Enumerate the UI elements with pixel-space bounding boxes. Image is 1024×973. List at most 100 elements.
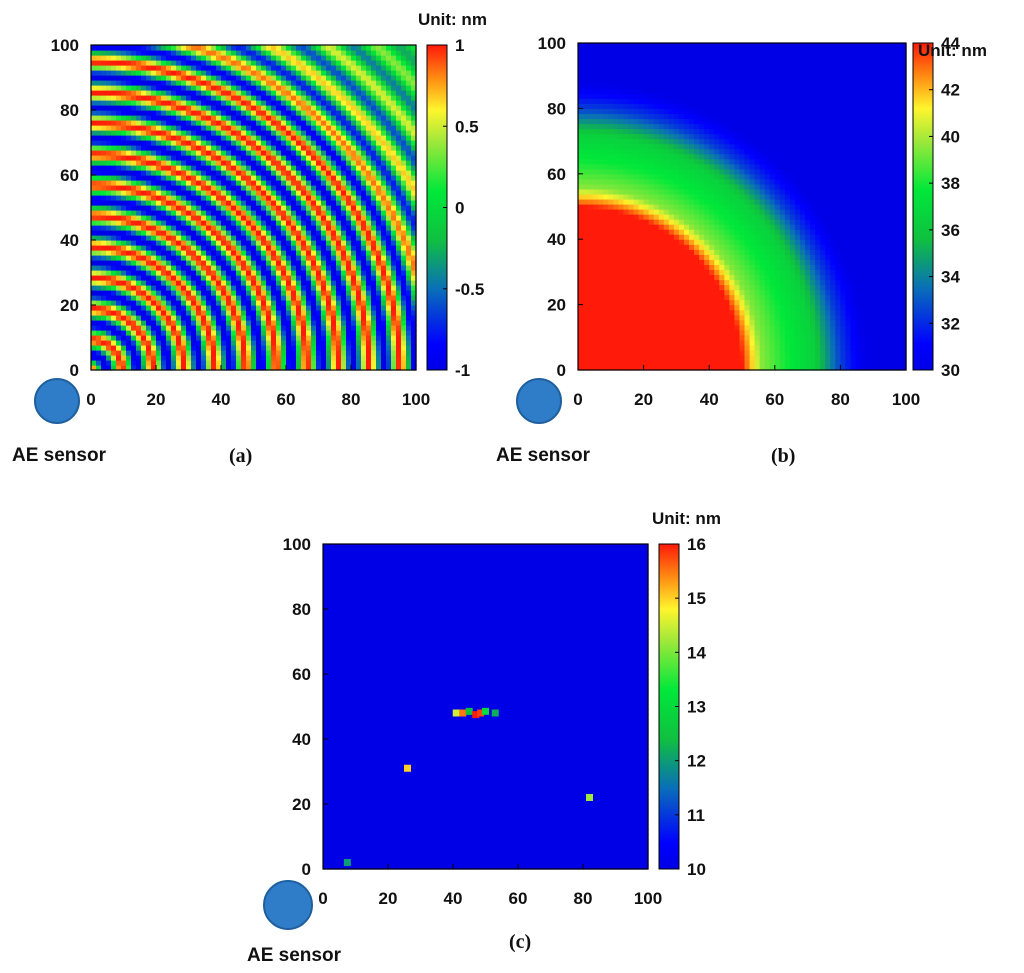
heatmap-cell [196,260,202,266]
heatmap-cell [583,123,589,130]
heatmap-cell [276,270,282,276]
heatmap-cell [316,125,322,131]
heatmap-cell [211,255,217,261]
heatmap-cell [291,90,297,96]
heatmap-cell [191,155,197,161]
heatmap-cell [371,55,377,61]
heatmap-cell [628,304,635,311]
heatmap-cell [276,125,282,131]
heatmap-cell [211,320,217,326]
heatmap-cell [141,275,147,281]
heatmap-cell [296,90,302,96]
heatmap-cell [593,173,599,180]
x-tick-label: 40 [212,390,231,409]
heatmap-cell [286,170,292,176]
heatmap-cell [211,365,217,371]
heatmap-cell [236,260,242,266]
heatmap-cell [346,235,352,241]
heatmap-cell [341,205,347,211]
heatmap-cell [171,130,177,136]
heatmap-cell [341,365,347,371]
heatmap-cell [608,324,614,331]
heatmap-cell [613,359,619,366]
heatmap-cell [341,170,347,176]
heatmap-cell [291,305,297,311]
heatmap-cell [91,265,97,271]
heatmap-cell [311,210,317,216]
heatmap-cell [101,225,107,231]
heatmap-cell [593,78,599,84]
heatmap-cell [588,128,594,135]
heatmap-cell [236,305,242,311]
heatmap-cell [141,220,147,226]
heatmap-cell [111,310,117,316]
heatmap-cell [406,285,412,291]
heatmap-cell [101,250,107,256]
heatmap-cell [381,215,387,221]
heatmap-cell [126,360,132,366]
heatmap-cell [341,350,347,356]
heatmap-cell [396,125,402,131]
heatmap-cell [246,290,252,296]
heatmap-cell [211,270,217,276]
heatmap-cell [231,140,237,146]
heatmap-cell [608,48,614,54]
heatmap-cell [376,130,382,136]
heatmap-cell [401,135,407,141]
heatmap-cell [91,295,97,301]
heatmap-cell [371,110,377,116]
heatmap-cell [216,300,222,306]
heatmap-cell [141,45,147,51]
heatmap-cell [371,100,377,106]
heatmap-cell [331,55,337,61]
heatmap-cell [608,354,614,361]
heatmap-cell [371,335,377,341]
heatmap-cell [316,285,322,291]
heatmap-cell [201,165,207,171]
heatmap-cell [231,150,237,156]
heatmap-cell [211,295,217,301]
heatmap-cell [391,330,397,336]
heatmap-cell [578,203,584,210]
heatmap-cell [381,315,387,321]
heatmap-cell [296,305,302,311]
heatmap-cell [326,165,332,171]
heatmap-cell [391,55,397,61]
heatmap-cell [336,295,342,301]
colorbar-tick-label: 0.5 [455,117,479,136]
heatmap-cell [598,299,604,306]
heatmap-cell [406,80,412,86]
heatmap-cell [623,339,630,346]
heatmap-cell [336,305,342,311]
heatmap-cell [201,90,207,96]
heatmap-cell [181,280,187,286]
heatmap-cell [166,75,172,81]
heatmap-cell [588,264,594,270]
heatmap-cell [361,240,367,246]
heatmap-cell [401,75,407,81]
heatmap-cell [241,340,247,346]
heatmap-cell [351,310,357,316]
heatmap-cell [136,270,142,276]
heatmap-cell [296,200,302,206]
heatmap-cell [216,335,222,341]
heatmap-cell [331,200,337,206]
heatmap-cell [361,235,367,241]
heatmap-cell [106,175,112,181]
heatmap-cell [226,175,232,181]
heatmap-cell [116,150,122,156]
heatmap-cell [326,220,332,226]
heatmap-cell [598,178,604,185]
heatmap-cell [126,135,132,141]
heatmap-cell [166,155,172,161]
heatmap-cell [101,300,107,306]
heatmap-cell [376,250,382,256]
heatmap-cell [251,45,257,51]
heatmap-cell [91,325,97,331]
heatmap-cell [221,130,227,136]
heatmap-cell [131,80,137,86]
heatmap-cell [578,329,584,336]
heatmap-cell [341,300,347,306]
heatmap-cell [186,125,192,131]
heatmap-cell [221,215,227,221]
